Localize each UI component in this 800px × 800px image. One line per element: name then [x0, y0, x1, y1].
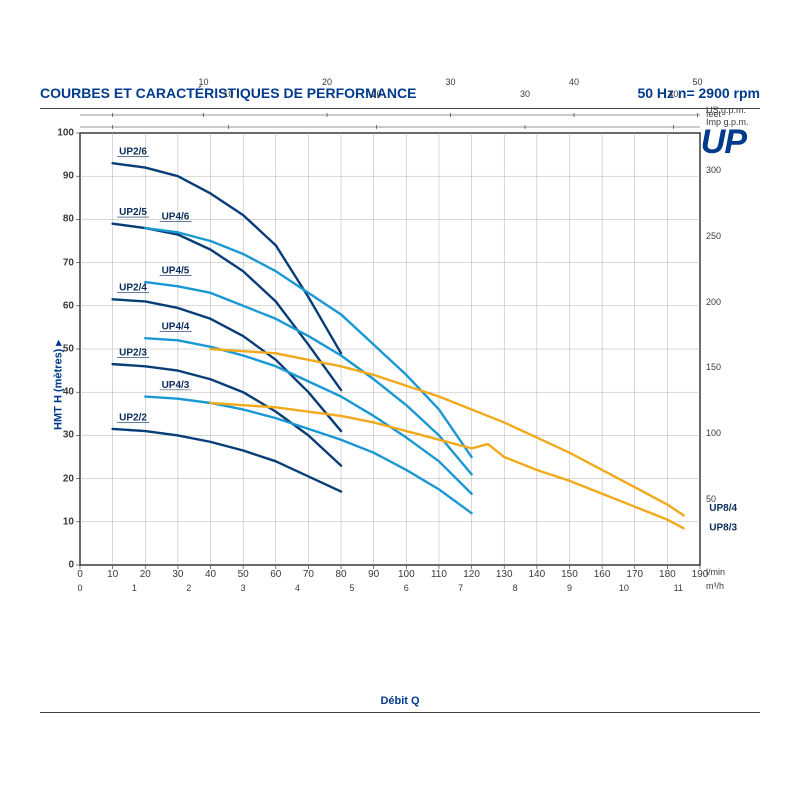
- tick: 0: [46, 560, 74, 571]
- tick: 1: [132, 583, 137, 593]
- tick: 100: [46, 128, 74, 139]
- tick: 160: [594, 569, 611, 580]
- tick: 70: [303, 569, 314, 580]
- chart-speed: 50 Hz n= 2900 rpm: [637, 85, 760, 101]
- unit-lmin: l/min: [706, 567, 725, 577]
- label-UP2/2: UP2/2: [119, 412, 147, 423]
- tick: 50: [238, 569, 249, 580]
- tick: 140: [528, 569, 545, 580]
- tick: 100: [706, 428, 736, 438]
- page: COURBES ET CARACTÉRISTIQUES DE PERFORMAN…: [0, 0, 800, 800]
- tick: 180: [659, 569, 676, 580]
- curve-UP2/6: [113, 163, 341, 353]
- tick: 50: [706, 494, 736, 504]
- tick: 10: [223, 89, 233, 99]
- tick: 7: [458, 583, 463, 593]
- tick: 30: [446, 77, 456, 87]
- curve-UP2/2: [113, 429, 341, 492]
- tick: 10: [198, 77, 208, 87]
- chart-header: COURBES ET CARACTÉRISTIQUES DE PERFORMAN…: [40, 85, 760, 101]
- x-axis-label: Débit Q: [40, 695, 760, 707]
- tick: 2: [186, 583, 191, 593]
- label-UP2/4: UP2/4: [119, 283, 147, 294]
- curve-UP8/4: [211, 349, 684, 515]
- tick: 10: [107, 569, 118, 580]
- tick: 50: [46, 344, 74, 355]
- tick: 8: [513, 583, 518, 593]
- label-UP2/6: UP2/6: [119, 147, 147, 158]
- tick: 30: [46, 430, 74, 441]
- tick: 5: [349, 583, 354, 593]
- tick: 20: [372, 89, 382, 99]
- tick: 70: [46, 257, 74, 268]
- tick: 200: [706, 297, 736, 307]
- tick: 3: [241, 583, 246, 593]
- tick: 130: [496, 569, 513, 580]
- tick: 150: [561, 569, 578, 580]
- tick: 20: [46, 473, 74, 484]
- tick: 10: [619, 583, 629, 593]
- tick: 9: [567, 583, 572, 593]
- tick: 90: [46, 171, 74, 182]
- unit-m3h: m³/h: [706, 581, 724, 591]
- brand-logo: UP: [701, 123, 746, 162]
- tick: 6: [404, 583, 409, 593]
- tick: 20: [322, 77, 332, 87]
- header-rule: [40, 108, 760, 109]
- tick: 80: [46, 214, 74, 225]
- unit-impgpm: Imp g.p.m.: [706, 117, 749, 127]
- label-UP2/3: UP2/3: [119, 347, 147, 358]
- tick: 40: [569, 77, 579, 87]
- label-UP4/4: UP4/4: [162, 322, 190, 333]
- tick: 60: [46, 300, 74, 311]
- label-UP8/3: UP8/3: [709, 522, 737, 533]
- tick: 90: [368, 569, 379, 580]
- label-UP4/3: UP4/3: [162, 380, 190, 391]
- footer-rule: [40, 712, 760, 713]
- chart-area: HMT H (mètres) ▸ UP2/6UP2/5UP2/4UP2/3UP2…: [40, 105, 760, 665]
- tick: 170: [626, 569, 643, 580]
- performance-chart: UP2/6 UP2/5 UP2/4 UP2/3 UP2/2 UP4/6 UP4/5 UP4/4…: [40, 105, 760, 605]
- tick: 80: [335, 569, 346, 580]
- unit-usgpm: US g.p.m.: [706, 105, 746, 115]
- tick: 0: [77, 569, 83, 580]
- tick: 20: [140, 569, 151, 580]
- tick: 100: [398, 569, 415, 580]
- label-UP8/4: UP8/4: [709, 503, 737, 514]
- tick: 10: [46, 516, 74, 527]
- tick: 40: [668, 89, 678, 99]
- tick: 30: [172, 569, 183, 580]
- tick: 50: [693, 77, 703, 87]
- tick: 60: [270, 569, 281, 580]
- tick: 40: [205, 569, 216, 580]
- tick: 0: [77, 583, 82, 593]
- label-UP2/5: UP2/5: [119, 207, 147, 218]
- tick: 110: [431, 569, 447, 580]
- tick: 120: [463, 569, 480, 580]
- tick: 40: [46, 387, 74, 398]
- tick: 250: [706, 231, 736, 241]
- tick: 30: [520, 89, 530, 99]
- tick: 4: [295, 583, 300, 593]
- tick: 150: [706, 362, 736, 372]
- tick: 300: [706, 165, 736, 175]
- label-UP4/6: UP4/6: [162, 211, 190, 222]
- label-UP4/5: UP4/5: [162, 265, 190, 276]
- tick: 11: [674, 583, 683, 593]
